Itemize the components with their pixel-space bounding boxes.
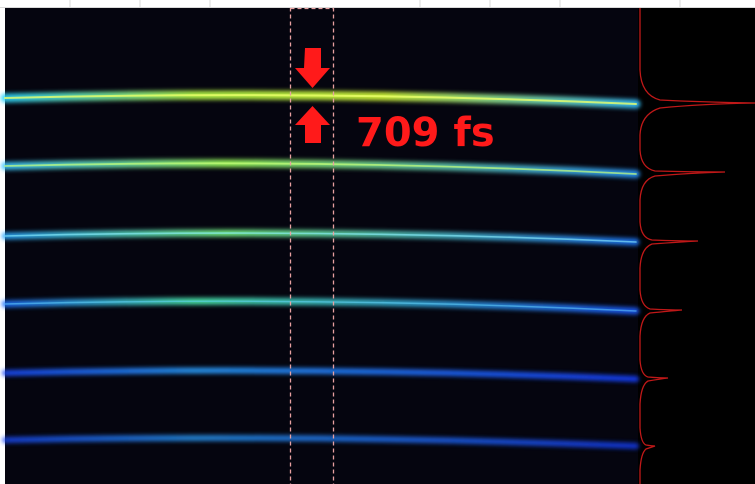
selection-box bbox=[289, 7, 335, 484]
image-area bbox=[5, 8, 638, 484]
annotation: 709 fs bbox=[356, 110, 495, 156]
profile-area bbox=[638, 8, 755, 484]
arrow-up bbox=[295, 106, 330, 143]
streaks bbox=[0, 90, 641, 449]
intensity-profile bbox=[639, 8, 755, 484]
arrow-down bbox=[295, 48, 330, 88]
sheet-grid bbox=[0, 0, 755, 8]
